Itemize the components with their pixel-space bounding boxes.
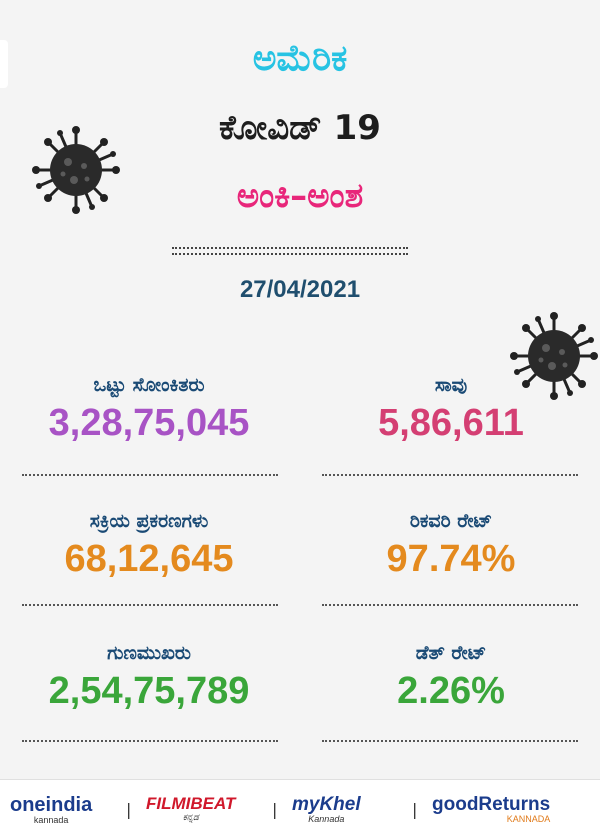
row-divider [22,604,278,606]
brand-sub: ಕನ್ನಡ [182,812,199,822]
stat-recovered: ಗುಣಮುಖರು 2,54,75,789 [4,640,294,716]
country-title: ಅಮೆರಿಕ [252,38,348,79]
subject-title: ಕೋವಿಡ್ 19 [219,108,381,148]
header-divider [172,247,408,255]
edge-tab [0,40,8,88]
row-divider [322,604,578,606]
row-divider [22,474,278,476]
brand-name: FILMIBEAT [146,794,236,813]
stat-value: 68,12,645 [64,538,234,580]
row-divider [322,740,578,742]
footer-divider [0,779,600,780]
brand-logo-filmibeat[interactable]: FILMIBEAT ಕನ್ನಡ [146,794,235,823]
row-divider [322,474,578,476]
brand-sub: kannada [33,815,69,825]
brand-separator: | [412,800,418,819]
brand-logo-mykhel[interactable]: myKhel Kannada [292,794,361,824]
stat-label: ಸಾವು [434,374,468,396]
stat-value: 2,54,75,789 [48,670,250,712]
virus-icon [32,126,120,214]
stat-deaths: ಸಾವು 5,86,611 [306,372,596,448]
section-title: ಅಂಕಿ–ಅಂಶ [236,176,364,216]
brand-name: oneindia [10,794,93,816]
stat-value: 5,86,611 [378,402,524,444]
report-date: 27/04/2021 [239,276,361,303]
stat-value: 2.26% [397,670,505,712]
stat-value: 97.74% [386,538,516,580]
stat-death-rate: ಡೆತ್ ರೇಟ್ 2.26% [306,640,596,716]
stat-label: ಒಟ್ಟು ಸೋಂಕಿತರು [93,374,205,396]
brand-logo-oneindia[interactable]: oneindia kannada [10,794,92,825]
brand-sub: KANNADA [506,814,551,824]
stat-active-cases: ಸಕ್ರಿಯ ಪ್ರಕರಣಗಳು 68,12,645 [4,508,294,584]
virus-icon [510,312,598,400]
footer-brands: oneindia kannada | FILMIBEAT ಕನ್ನಡ | myK… [0,780,600,833]
brand-separator: | [272,800,278,819]
stat-label: ಗುಣಮುಖರು [107,642,191,664]
stat-recovery-rate: ರಿಕವರಿ ರೇಟ್ 97.74% [306,508,596,584]
stat-label: ರಿಕವರಿ ರೇಟ್ [409,510,493,532]
stat-label: ಸಕ್ರಿಯ ಪ್ರಕರಣಗಳು [89,510,209,532]
brand-logo-goodreturns[interactable]: goodReturns KANNADA [432,794,550,824]
brand-separator: | [126,800,132,819]
stat-label: ಡೆತ್ ರೇಟ್ [415,642,487,664]
brand-sub: Kannada [308,814,345,824]
stat-value: 3,28,75,045 [48,402,250,444]
row-divider [22,740,278,742]
stat-total-infected: ಒಟ್ಟು ಸೋಂಕಿತರು 3,28,75,045 [4,372,294,448]
brand-name: myKhel [292,794,361,815]
brand-name: goodReturns [432,794,551,815]
